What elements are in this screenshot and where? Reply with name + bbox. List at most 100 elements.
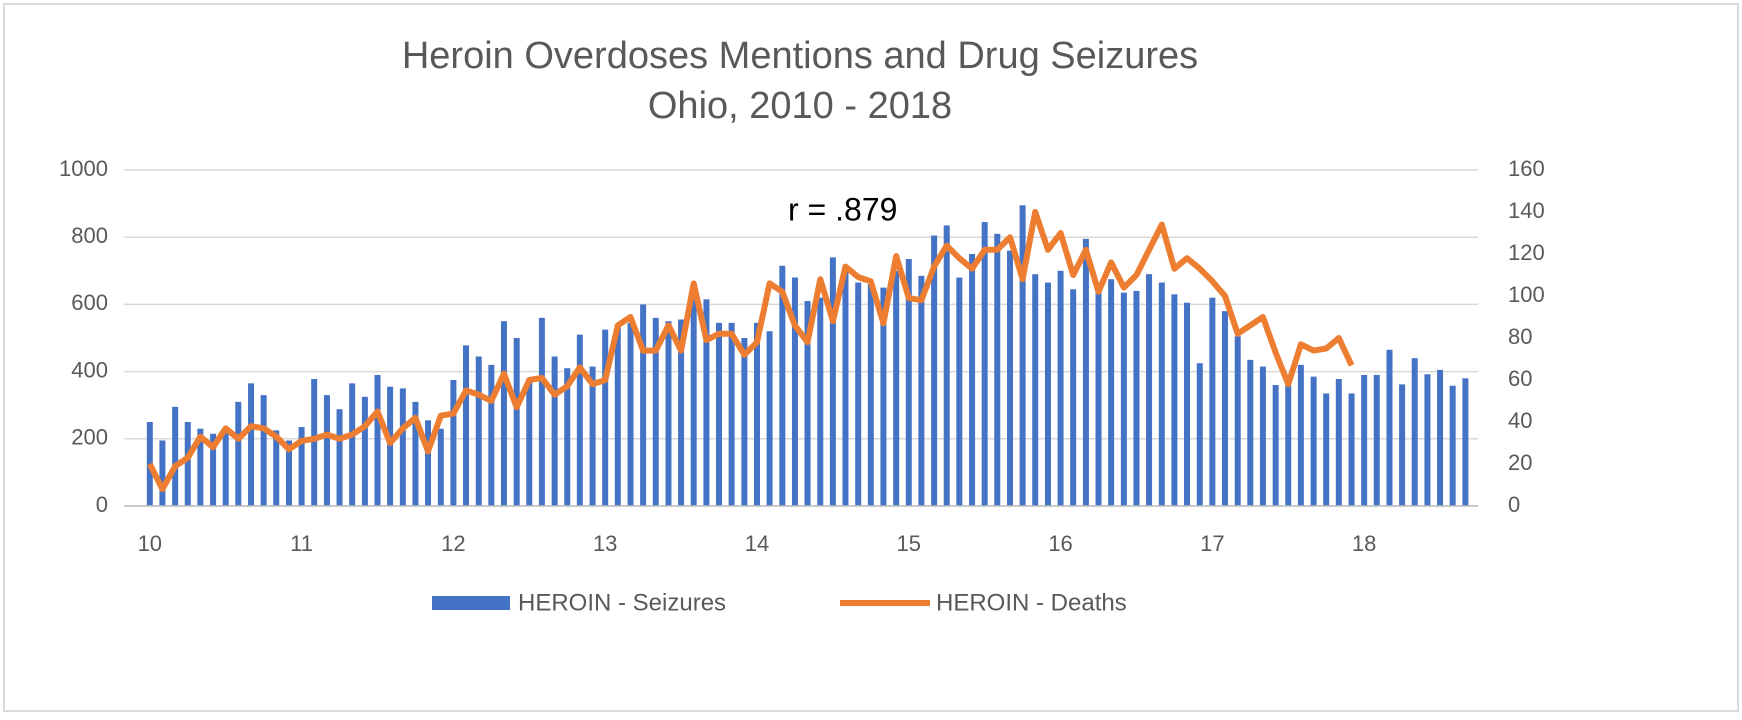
y-tick-label: 400 [71, 357, 108, 382]
bar [462, 345, 469, 506]
bar [791, 277, 798, 506]
y-tick-label: 600 [71, 290, 108, 315]
bar [589, 366, 596, 506]
bar [159, 440, 166, 506]
bar [1095, 290, 1102, 506]
bar [1019, 205, 1026, 506]
bar [450, 380, 457, 506]
bar [1070, 289, 1077, 506]
bar [614, 324, 621, 506]
bar [728, 322, 735, 506]
bar [1323, 393, 1330, 506]
y2-tick-label: 120 [1508, 240, 1545, 265]
bar [172, 406, 179, 506]
bar [1259, 366, 1266, 506]
bar [1171, 294, 1178, 506]
line [147, 209, 1355, 493]
bar [969, 254, 976, 506]
bar [804, 301, 811, 506]
bar [956, 277, 963, 506]
bar [1184, 302, 1191, 506]
bar [1196, 363, 1203, 506]
bar [981, 222, 988, 506]
bar [1449, 385, 1456, 506]
bar [210, 433, 217, 506]
bar [602, 329, 609, 506]
bar [753, 322, 760, 506]
chart-subtitle: Ohio, 2010 - 2018 [648, 85, 952, 127]
bar [627, 322, 634, 506]
bar [994, 233, 1001, 506]
bar [475, 356, 482, 506]
bar [564, 368, 571, 506]
bar [652, 317, 659, 506]
legend-label: HEROIN - Seizures [518, 589, 726, 616]
bar [273, 430, 280, 506]
bar [374, 374, 381, 506]
x-tick-label: 11 [290, 531, 313, 556]
bar [1272, 385, 1279, 506]
bar [703, 299, 710, 506]
bar [323, 395, 330, 506]
bar [551, 356, 558, 506]
bar [1057, 270, 1064, 506]
bar [1335, 378, 1342, 506]
bar [1285, 385, 1292, 506]
bar [829, 257, 836, 506]
bar [855, 282, 862, 506]
bar [1310, 376, 1317, 506]
y-tick-label: 200 [71, 425, 108, 450]
bar [387, 386, 394, 506]
bar [1399, 384, 1406, 506]
legend-label: HEROIN - Deaths [936, 589, 1127, 616]
x-tick-label: 13 [593, 531, 617, 556]
bar [399, 388, 406, 506]
bar [1221, 311, 1228, 506]
y-tick-label: 1000 [59, 156, 108, 181]
y2-tick-label: 160 [1508, 156, 1545, 181]
y2-tick-label: 0 [1508, 492, 1520, 517]
bar [298, 427, 305, 506]
x-tick-label: 16 [1048, 531, 1072, 556]
bar [1146, 274, 1153, 506]
bar [880, 287, 887, 506]
bar [690, 287, 697, 506]
y2-tick-label: 20 [1508, 450, 1532, 475]
bar [817, 297, 824, 506]
bar [1209, 297, 1216, 506]
bar [1373, 374, 1380, 506]
bar [1044, 282, 1051, 506]
bar [1297, 364, 1304, 506]
bar [260, 395, 267, 506]
bar [943, 225, 950, 506]
y-tick-label: 800 [71, 223, 108, 248]
bar [285, 440, 292, 506]
bar [1437, 369, 1444, 506]
bar [716, 322, 723, 506]
bar [500, 321, 507, 506]
bar [1120, 292, 1127, 506]
bar [538, 317, 545, 506]
bar [1007, 250, 1014, 506]
bar [741, 338, 748, 506]
bar [425, 420, 432, 506]
bar [184, 422, 191, 506]
x-tick-label: 17 [1200, 531, 1224, 556]
bar [905, 259, 912, 506]
bar [349, 383, 356, 506]
bar [1361, 374, 1368, 506]
y2-tick-label: 100 [1508, 282, 1545, 307]
bar [1032, 274, 1039, 506]
y2-tick-label: 80 [1508, 324, 1532, 349]
bar [412, 401, 419, 506]
bar [1462, 378, 1469, 506]
bar [526, 378, 533, 506]
bar [779, 265, 786, 506]
bar [576, 334, 583, 506]
x-tick-label: 14 [745, 531, 769, 556]
bar [513, 338, 520, 506]
bar [488, 364, 495, 506]
bar [1158, 282, 1165, 506]
bar [678, 319, 685, 506]
bar [235, 401, 242, 506]
